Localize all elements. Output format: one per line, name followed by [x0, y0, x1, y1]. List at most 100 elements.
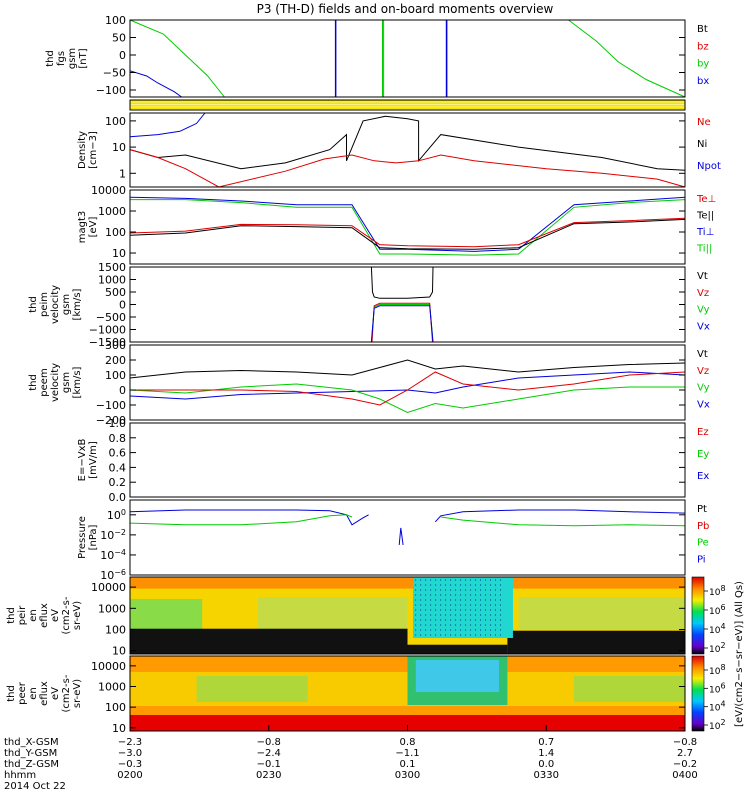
y-tick-label: 10	[112, 645, 126, 658]
y-tick-label: 0.8	[109, 432, 127, 445]
x-axis-value: −3.0	[118, 748, 142, 759]
y-axis-label: peim	[39, 292, 50, 317]
legend-vx: Vx	[697, 399, 710, 410]
x-axis-value: −0.1	[257, 759, 281, 770]
series-peem-vx-line	[129, 371, 686, 400]
series-fgs-by-line	[382, 19, 385, 97]
legend-ne: Ne	[697, 117, 711, 128]
y-tick-label: 50	[112, 32, 126, 45]
x-axis-value: 0400	[672, 770, 697, 781]
legend-by: by	[697, 59, 709, 70]
y-tick-label: 0.2	[109, 476, 127, 489]
series-fgs-by-line	[568, 19, 686, 98]
colorbar-tick-label: 104	[709, 622, 726, 636]
x-axis-value: 0.8	[400, 737, 416, 748]
colorbar-tick-label: 108	[709, 584, 726, 598]
y-axis-label: [km/s]	[72, 288, 83, 320]
y-tick-label: 0.4	[109, 461, 127, 474]
series-pressure-pe-line	[440, 516, 686, 527]
quality-flag-bar	[130, 100, 685, 110]
colorbar-tick-label: 106	[709, 681, 726, 695]
y-axis-label: peem	[39, 368, 50, 396]
panel-frame	[129, 576, 686, 655]
y-axis-label: Density	[77, 131, 88, 169]
y-tick-label: −500	[96, 311, 126, 324]
x-axis-value: 0.7	[538, 737, 554, 748]
legend-vy: Vy	[697, 383, 710, 394]
series-pressure-pi-line	[129, 509, 369, 526]
y-tick-label: 0.0	[109, 491, 127, 504]
legend-npot: Npot	[697, 161, 721, 172]
y-axis-label: [eV]	[88, 217, 99, 238]
y-tick-label: −100	[96, 84, 126, 97]
x-axis-row-label: thd_X-GSM	[4, 737, 59, 748]
legend-vt: Vt	[697, 349, 708, 360]
x-axis-value: 0330	[534, 770, 559, 781]
series-fgs-bx-line	[129, 70, 182, 98]
x-axis-value: 0.1	[400, 759, 416, 770]
legend-vy: Vy	[697, 305, 710, 316]
x-axis-row-label: hhmm	[4, 770, 36, 781]
x-axis-value: −1.1	[395, 748, 419, 759]
legend-ti: Ti⊥	[696, 227, 714, 238]
colorbar-tick-label: 102	[709, 718, 726, 732]
y-axis-label: [mV/m]	[88, 441, 99, 479]
panel-frame	[129, 19, 686, 98]
y-tick-label: −100	[96, 399, 126, 412]
x-axis-value: 2.7	[677, 748, 693, 759]
y-axis-label: thd	[6, 685, 17, 702]
series-pressure-pi-line	[398, 527, 404, 545]
y-tick-label: 10−6	[100, 568, 126, 582]
legend-pi: Pi	[697, 554, 706, 565]
y-axis-label: thd	[45, 50, 56, 67]
series-pressure-pe-line	[129, 514, 353, 526]
y-axis-label: [nPa]	[88, 524, 99, 550]
y-tick-label: 10−2	[100, 528, 126, 542]
y-tick-label: 10	[112, 141, 126, 154]
y-tick-label: 300	[105, 339, 126, 352]
legend-pb: Pb	[697, 521, 709, 532]
y-tick-label: −1500	[89, 336, 126, 349]
y-tick-label: 100	[105, 14, 126, 27]
y-axis-label: peir	[17, 605, 28, 625]
y-tick-label: 10	[112, 722, 126, 735]
y-tick-label: 0	[119, 299, 126, 312]
series-magt3-te-line	[129, 218, 686, 250]
y-tick-label: 0	[119, 49, 126, 62]
y-tick-label: 10000	[91, 660, 126, 673]
y-tick-label: 1500	[98, 261, 126, 274]
legend-ni: Ni	[697, 139, 707, 150]
y-tick-label: −200	[96, 414, 126, 427]
ion-spectrogram-green-band	[257, 597, 408, 629]
y-axis-label: velocity	[50, 363, 61, 402]
series-peim-vt-line	[370, 266, 434, 299]
y-axis-label: velocity	[50, 285, 61, 324]
y-tick-label: 1000	[98, 602, 126, 615]
series-peem-vy-line	[129, 383, 685, 414]
y-tick-label: 1.0	[109, 417, 127, 430]
y-axis-label: [km/s]	[72, 366, 83, 398]
colorbar-tick-label: 108	[709, 663, 726, 677]
x-axis-value: 1.4	[538, 748, 554, 759]
ion-spectrogram-no-data	[407, 644, 508, 654]
colorbar	[691, 655, 705, 732]
y-tick-label: 1000	[98, 681, 126, 694]
series-magt3-ti-line	[129, 196, 686, 252]
y-tick-label: −50	[103, 67, 126, 80]
y-tick-label: 1	[119, 167, 126, 180]
y-axis-label: thd	[28, 374, 39, 391]
y-axis-label: [nT]	[78, 48, 89, 68]
x-axis-value: −0.2	[673, 759, 697, 770]
legend-bt: Bt	[697, 24, 708, 35]
y-axis-label: sr-eV)	[72, 601, 83, 630]
series-peim-vx-line	[370, 305, 434, 343]
panel-frame	[129, 499, 686, 576]
y-axis-label: eflux	[39, 681, 50, 706]
ion-spectrogram-high-energy	[130, 577, 685, 589]
y-tick-label: 100	[105, 226, 126, 239]
series-density-ni-line	[129, 115, 686, 171]
y-axis-label: (cm2-s-	[61, 674, 72, 712]
series-peem-vt-line	[129, 359, 686, 379]
legend-ey: Ey	[697, 449, 709, 460]
